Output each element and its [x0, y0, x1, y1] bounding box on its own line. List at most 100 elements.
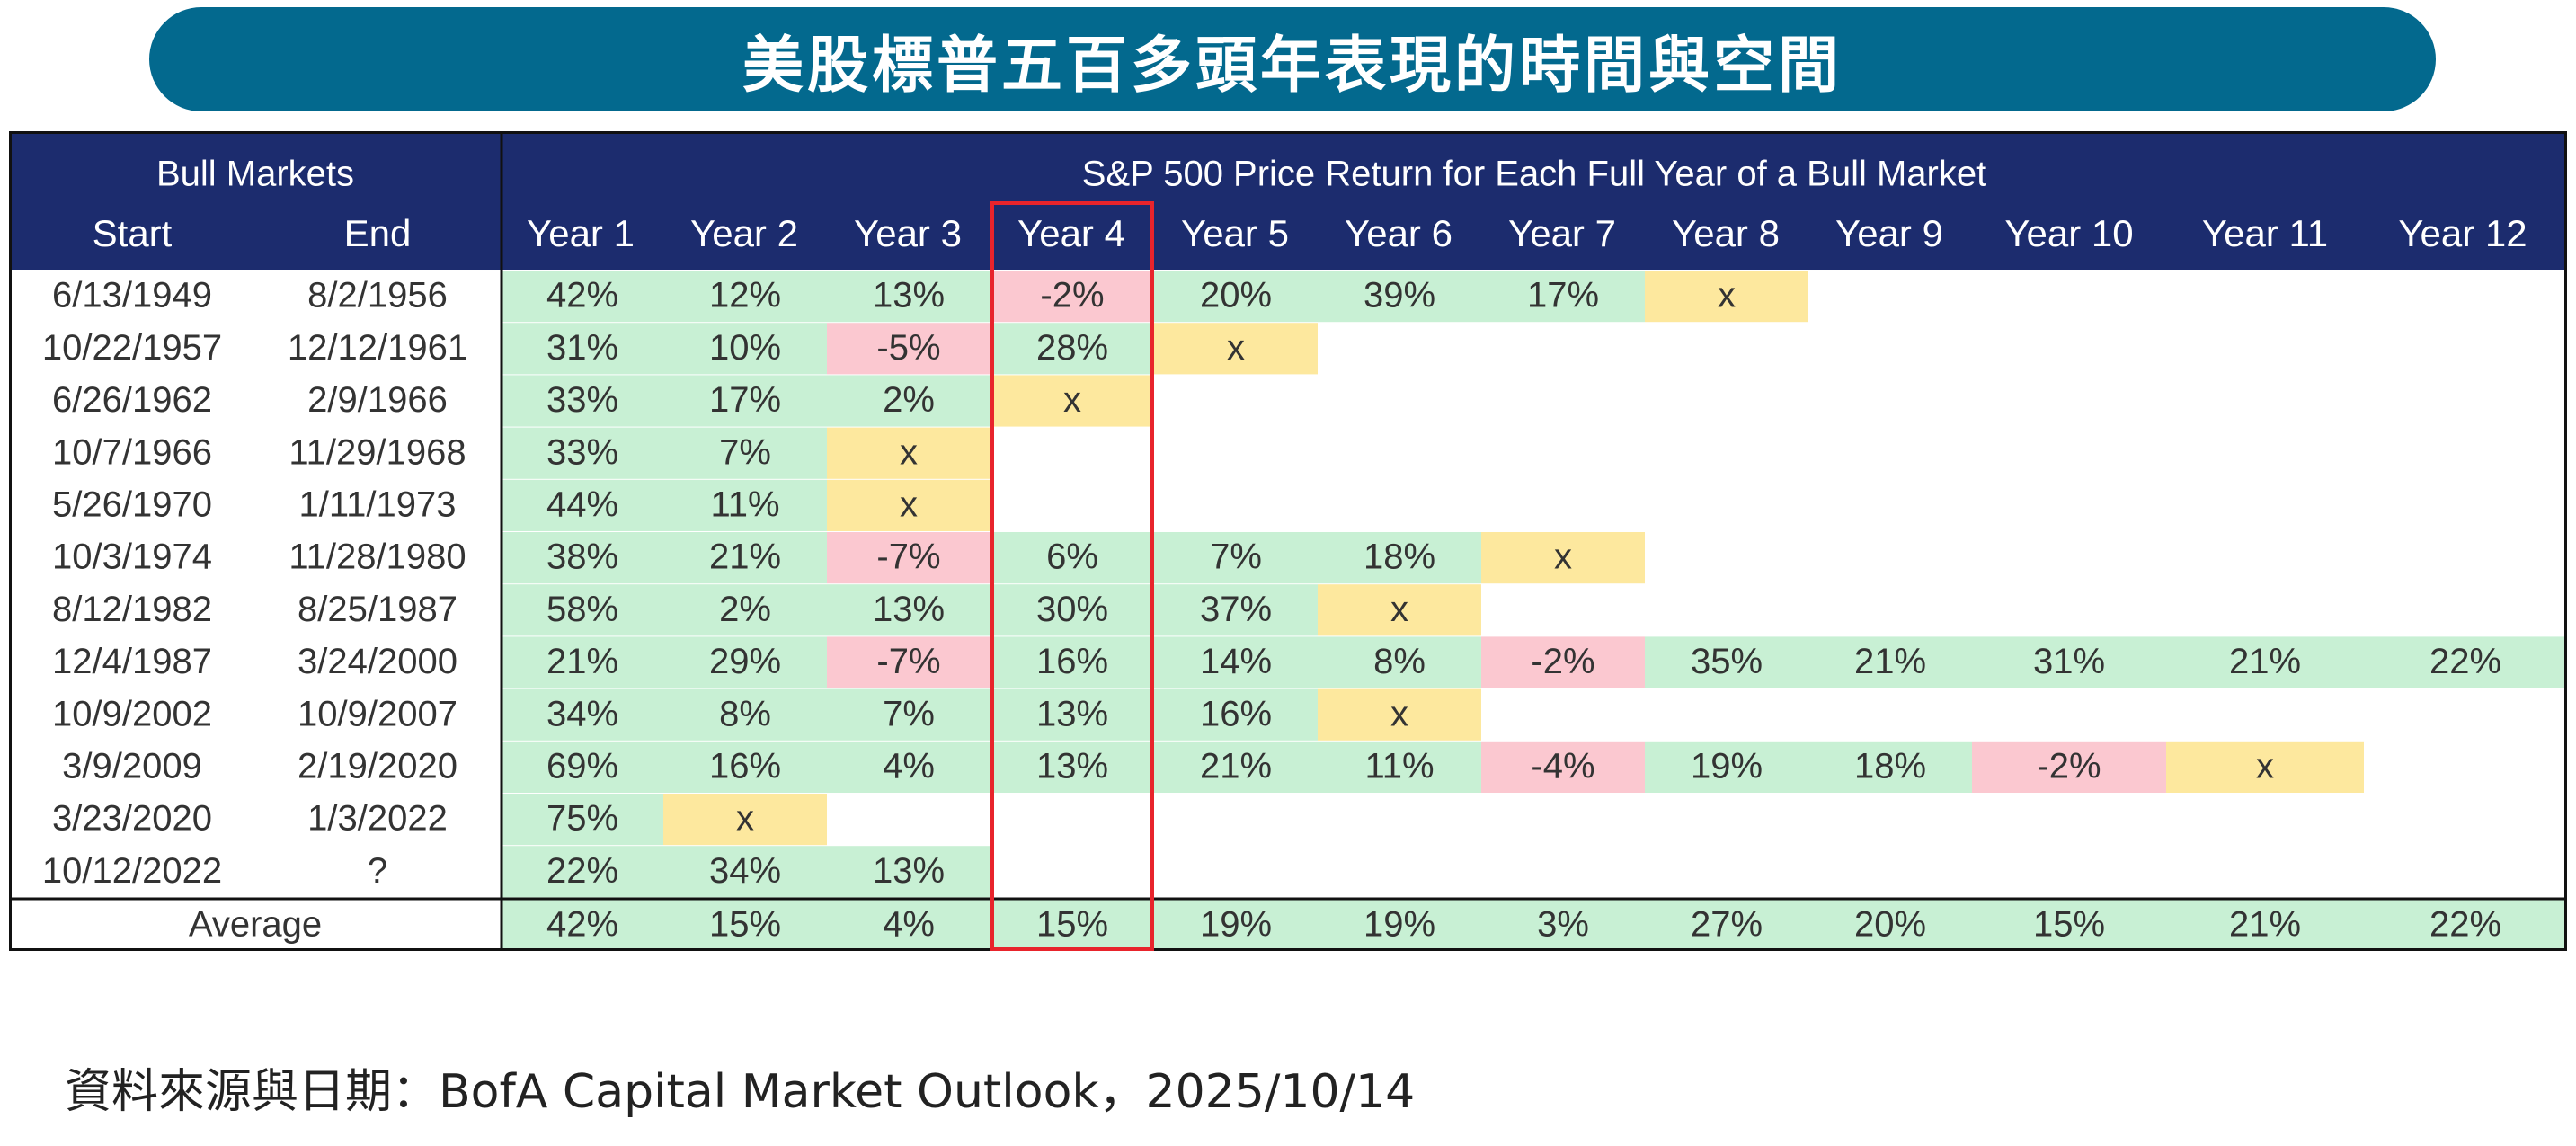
return-cell: 8% — [1373, 642, 1426, 681]
average-cell: 42% — [546, 905, 618, 945]
average-cell: 19% — [1200, 905, 1272, 945]
return-cell: x — [1063, 380, 1081, 420]
returns-table: Bull Markets S&P 500 Price Return for Eac… — [9, 131, 2567, 951]
return-cell-background — [990, 375, 1154, 427]
return-cell-background — [663, 479, 827, 531]
return-cell-background — [990, 636, 1154, 688]
return-cell: -7% — [876, 537, 940, 577]
return-cell-background — [827, 532, 990, 584]
return-cell-background — [663, 271, 827, 323]
start-date-cell: 5/26/1970 — [52, 484, 212, 524]
average-cell-background — [1808, 899, 1972, 951]
return-cell-background — [1154, 323, 1318, 375]
return-cell-background — [990, 741, 1154, 793]
return-cell: 21% — [1854, 642, 1926, 681]
return-cell: x — [1390, 694, 1408, 733]
return-cell-background — [1154, 532, 1318, 584]
return-cell-background — [663, 532, 827, 584]
average-cell-background — [2166, 899, 2364, 951]
return-cell: 29% — [709, 642, 781, 681]
return-cell: 21% — [2229, 642, 2301, 681]
return-cell-background — [827, 427, 990, 479]
year-4-highlight-box — [990, 201, 1154, 951]
return-cell-background — [1154, 271, 1318, 323]
return-cell-background — [827, 846, 990, 898]
table-outer-border — [9, 131, 2567, 951]
average-cell: 15% — [1036, 905, 1108, 945]
column-header: Year 7 — [1508, 212, 1616, 254]
return-cell: x — [900, 432, 918, 472]
return-cell: x — [1390, 590, 1408, 629]
return-cell: 2% — [883, 380, 935, 420]
return-cell: 11% — [710, 484, 779, 524]
return-cell-background — [990, 323, 1154, 375]
return-cell: 22% — [546, 851, 618, 891]
end-date-cell: 11/29/1968 — [289, 432, 466, 472]
column-header: End — [344, 212, 412, 254]
start-date-cell: 6/13/1949 — [52, 276, 212, 315]
average-cell-background — [990, 899, 1154, 951]
return-cell: x — [1718, 276, 1736, 315]
return-cell-background — [1645, 271, 1808, 323]
return-cell: 34% — [709, 851, 781, 891]
column-header: Start — [93, 212, 173, 254]
return-cell: 35% — [1691, 642, 1763, 681]
return-cell-background — [1318, 688, 1481, 741]
end-date-cell: 8/2/1956 — [307, 276, 448, 315]
return-cell: 28% — [1036, 328, 1108, 368]
return-cell: -4% — [1531, 746, 1594, 786]
header-bull-markets: Bull Markets — [156, 155, 354, 194]
return-cell-background — [1481, 271, 1645, 323]
return-cell: 21% — [1200, 746, 1272, 786]
return-cell-background — [827, 323, 990, 375]
return-cell-background — [1481, 532, 1645, 584]
return-cell: 31% — [2033, 642, 2105, 681]
average-cell-background — [1154, 899, 1318, 951]
average-cell: 15% — [709, 905, 781, 945]
return-cell: 42% — [546, 276, 618, 315]
return-cell-background — [1154, 584, 1318, 636]
return-cell: -7% — [876, 642, 940, 681]
start-date-cell: 12/4/1987 — [52, 642, 212, 681]
return-cell-background — [663, 846, 827, 898]
return-cell: 13% — [873, 590, 945, 629]
return-cell: 21% — [546, 642, 618, 681]
return-cell: -2% — [1040, 276, 1104, 315]
column-header: Year 10 — [2004, 212, 2133, 254]
return-cell: x — [900, 484, 918, 524]
return-cell-background — [1972, 636, 2166, 688]
return-cell-background — [1154, 636, 1318, 688]
return-cell: 31% — [546, 328, 618, 368]
return-cell: x — [736, 799, 754, 839]
average-cell-background — [1645, 899, 1808, 951]
average-cell: 19% — [1364, 905, 1435, 945]
average-cell-background — [2364, 899, 2567, 951]
return-cell: 34% — [546, 694, 618, 733]
page-title: 美股標普五百多頭年表現的時間與空間 — [742, 30, 1843, 102]
column-header: Year 9 — [1835, 212, 1943, 254]
source-note: 資料來源與日期：BofA Capital Market Outlook，2025… — [65, 1065, 1416, 1119]
return-cell: 7% — [719, 432, 771, 472]
end-date-cell: 10/9/2007 — [298, 694, 457, 733]
return-cell-background — [1645, 741, 1808, 793]
return-cell: 33% — [546, 380, 618, 420]
start-date-cell: 10/3/1974 — [52, 537, 212, 577]
return-cell: 44% — [546, 484, 618, 524]
start-date-cell: 3/9/2009 — [62, 746, 202, 786]
average-cell: 3% — [1537, 905, 1589, 945]
return-cell: -2% — [2037, 746, 2101, 786]
return-cell: 75% — [546, 799, 618, 839]
return-cell: 13% — [1036, 746, 1108, 786]
return-cell-background — [663, 375, 827, 427]
end-date-cell: 2/19/2020 — [298, 746, 457, 786]
return-cell-background — [1481, 741, 1645, 793]
return-cell: x — [1554, 537, 1572, 577]
return-cell-background — [1645, 636, 1808, 688]
average-cell-background — [502, 899, 663, 951]
return-cell: 58% — [546, 590, 618, 629]
return-cell-background — [990, 271, 1154, 323]
column-header: Year 1 — [527, 212, 635, 254]
return-cell-background — [990, 688, 1154, 741]
return-cell-background — [827, 479, 990, 531]
return-cell-background — [663, 636, 827, 688]
